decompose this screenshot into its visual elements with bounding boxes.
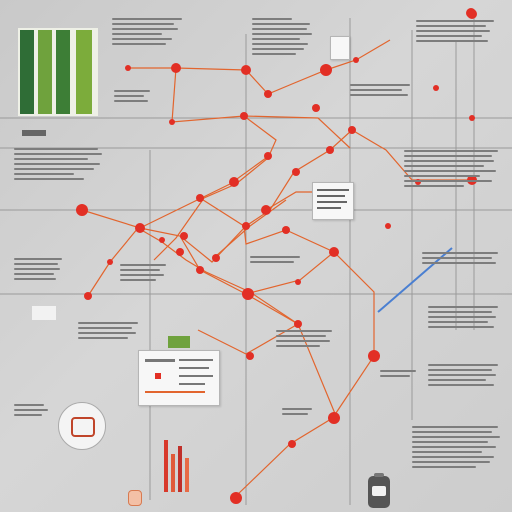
bar-chart-icon bbox=[18, 28, 98, 116]
text-block bbox=[78, 322, 142, 339]
text-block bbox=[412, 426, 502, 468]
text-block bbox=[404, 150, 500, 187]
label-box bbox=[32, 306, 56, 320]
text-block bbox=[120, 264, 170, 281]
marker-icon bbox=[128, 490, 142, 506]
pin-icon bbox=[330, 36, 350, 60]
lightbulb-icon bbox=[58, 402, 106, 450]
text-block bbox=[14, 148, 104, 180]
text-block bbox=[428, 364, 502, 386]
text-block bbox=[14, 258, 64, 280]
pin-icon bbox=[466, 8, 476, 18]
text-block bbox=[250, 256, 306, 263]
battery-icon bbox=[368, 473, 390, 508]
small-legend bbox=[22, 130, 46, 136]
text-block bbox=[422, 252, 502, 264]
text-block bbox=[282, 408, 322, 415]
mini-bar-chart-icon bbox=[164, 440, 189, 492]
text-block bbox=[380, 370, 420, 377]
text-block bbox=[276, 330, 336, 347]
text-block bbox=[416, 20, 496, 42]
green-label bbox=[168, 336, 190, 348]
text-block bbox=[252, 18, 312, 55]
note-card-icon bbox=[312, 182, 354, 220]
text-block bbox=[112, 18, 182, 45]
text-block bbox=[14, 404, 50, 416]
note-card-icon bbox=[138, 350, 220, 406]
text-block bbox=[114, 90, 154, 102]
text-block bbox=[428, 306, 500, 328]
text-block bbox=[350, 84, 414, 96]
